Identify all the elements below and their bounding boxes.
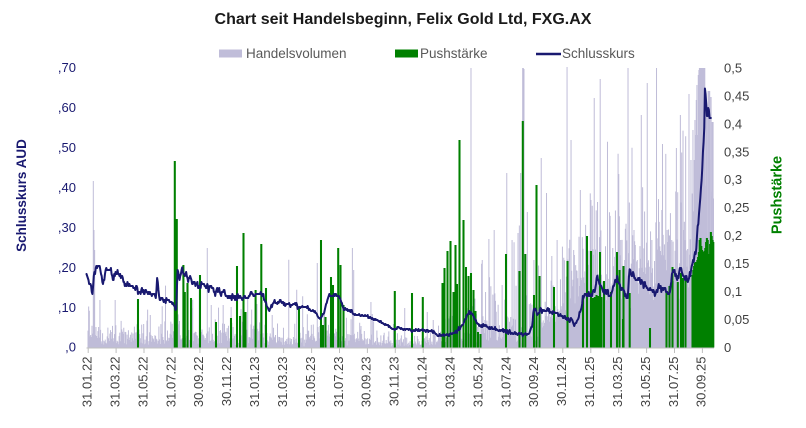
svg-text:31.05.25: 31.05.25 — [638, 357, 653, 408]
svg-text:,40: ,40 — [58, 180, 76, 195]
svg-text:0,4: 0,4 — [724, 116, 742, 131]
svg-text:30.09.23: 30.09.23 — [359, 357, 374, 408]
svg-text:30.11.24: 30.11.24 — [554, 357, 569, 407]
svg-text:,70: ,70 — [58, 60, 76, 75]
svg-text:31.01.25: 31.01.25 — [582, 357, 597, 408]
svg-text:,20: ,20 — [58, 260, 76, 275]
svg-text:0,1: 0,1 — [724, 284, 742, 299]
svg-text:0,5: 0,5 — [724, 60, 742, 75]
svg-text:31.03.23: 31.03.23 — [275, 357, 290, 408]
svg-text:31.03.24: 31.03.24 — [443, 357, 458, 408]
svg-text:,50: ,50 — [58, 140, 76, 155]
svg-text:Pushstärke: Pushstärke — [770, 156, 786, 234]
svg-text:,30: ,30 — [58, 220, 76, 235]
svg-text:Handelsvolumen: Handelsvolumen — [246, 46, 347, 61]
svg-text:30.11.22: 30.11.22 — [219, 357, 234, 407]
svg-text:,60: ,60 — [58, 100, 76, 115]
svg-text:31.01.22: 31.01.22 — [80, 357, 95, 408]
svg-text:31.05.22: 31.05.22 — [135, 357, 150, 408]
svg-text:30.09.25: 30.09.25 — [694, 357, 709, 408]
svg-text:0: 0 — [724, 340, 731, 355]
svg-text:31.07.22: 31.07.22 — [163, 357, 178, 408]
svg-text:31.03.22: 31.03.22 — [107, 357, 122, 408]
svg-text:0,3: 0,3 — [724, 172, 742, 187]
svg-text:30.09.22: 30.09.22 — [191, 357, 206, 408]
svg-text:Schlusskurs: Schlusskurs — [562, 46, 635, 61]
svg-text:31.05.24: 31.05.24 — [470, 357, 485, 408]
svg-text:Pushstärke: Pushstärke — [420, 46, 488, 61]
svg-text:0,05: 0,05 — [724, 312, 749, 327]
svg-text:30.11.23: 30.11.23 — [387, 357, 402, 407]
svg-text:30.09.24: 30.09.24 — [526, 357, 541, 408]
svg-text:Schlusskurs AUD: Schlusskurs AUD — [14, 139, 29, 252]
svg-text:31.07.23: 31.07.23 — [331, 357, 346, 408]
svg-text:0,2: 0,2 — [724, 228, 742, 243]
svg-text:,10: ,10 — [58, 300, 76, 315]
svg-text:0,25: 0,25 — [724, 200, 749, 215]
svg-text:,0: ,0 — [65, 340, 76, 355]
svg-text:0,35: 0,35 — [724, 144, 749, 159]
svg-text:31.07.25: 31.07.25 — [666, 357, 681, 408]
svg-text:31.03.25: 31.03.25 — [610, 357, 625, 408]
svg-text:0,15: 0,15 — [724, 256, 749, 271]
svg-text:Chart seit Handelsbeginn, Feli: Chart seit Handelsbeginn, Felix Gold Ltd… — [215, 11, 592, 28]
svg-text:31.07.24: 31.07.24 — [498, 357, 513, 408]
svg-text:31.01.24: 31.01.24 — [415, 357, 430, 408]
svg-text:31.01.23: 31.01.23 — [247, 357, 262, 408]
svg-text:0,45: 0,45 — [724, 88, 749, 103]
svg-text:31.05.23: 31.05.23 — [303, 357, 318, 408]
